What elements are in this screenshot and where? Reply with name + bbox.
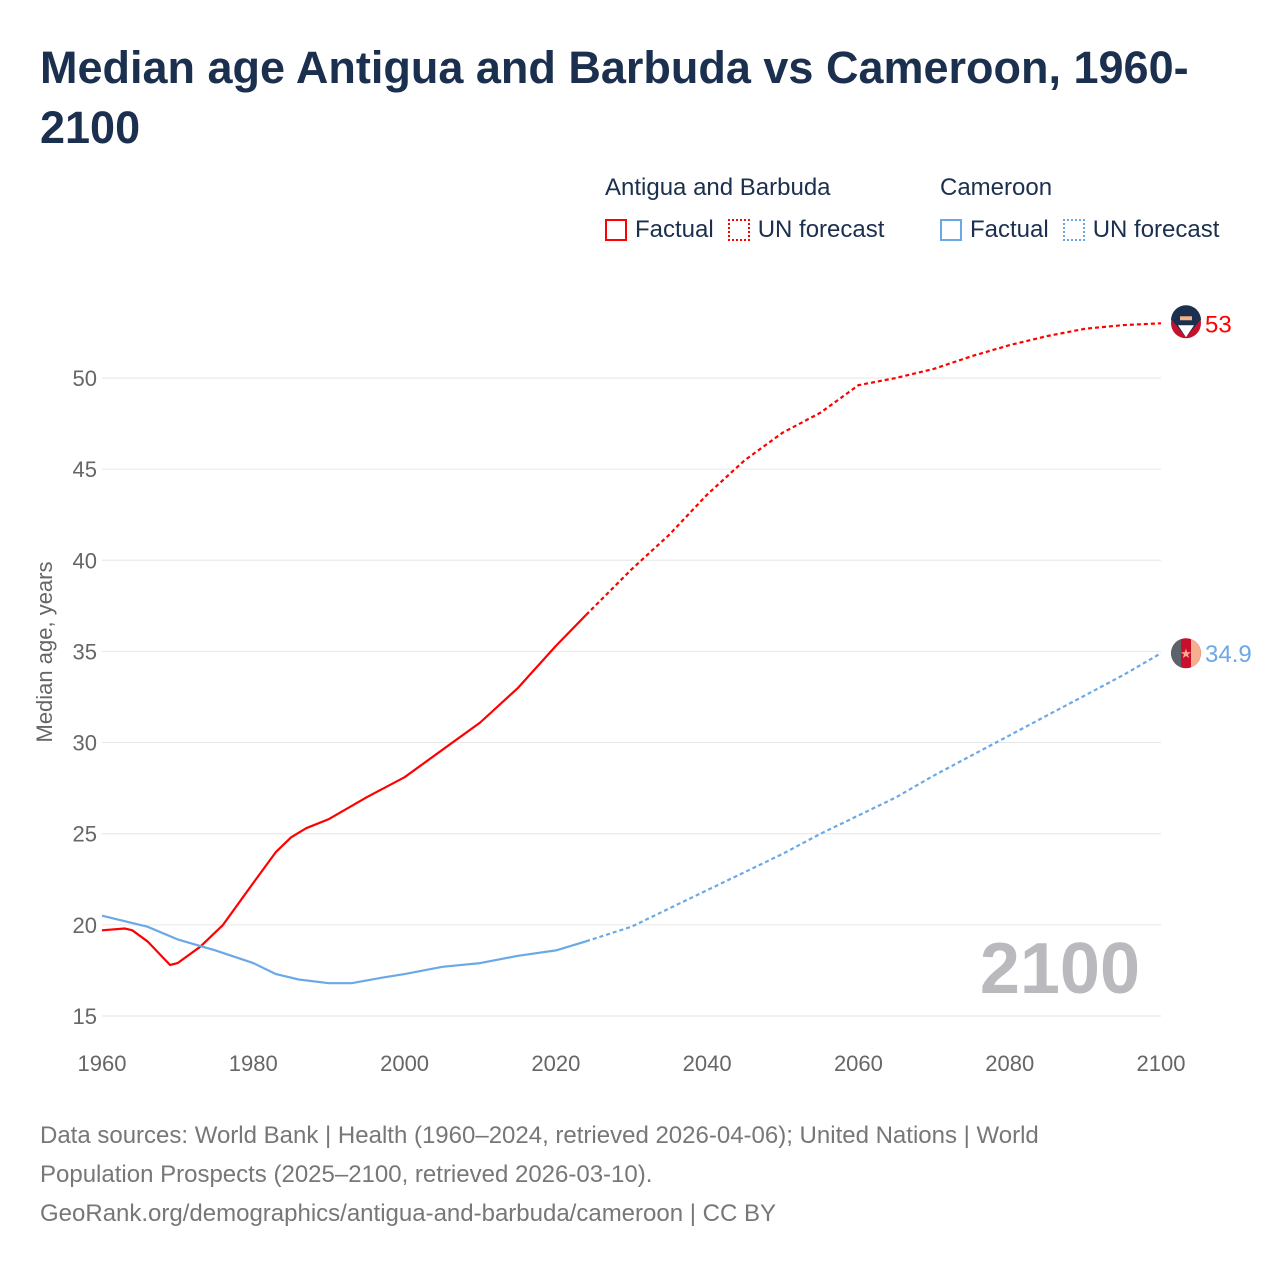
cameroon-flag-icon: ★ [1171, 638, 1201, 669]
y-tick-label: 30 [73, 731, 97, 756]
series-line-forecast-1 [585, 652, 1162, 943]
line-chart: 15 20 25 30 35 40 45 50 1960 1980 2000 2020 2040 2060… [32, 305, 1252, 1076]
solid-swatch-icon [940, 219, 962, 241]
legend-group-name: Antigua and Barbuda [605, 174, 831, 201]
legend-antigua: Antigua and Barbuda Factual UN forecast [605, 174, 898, 248]
source-link[interactable]: GeoRank.org/demographics/antigua-and-bar… [40, 1200, 776, 1227]
x-tick-label: 2080 [985, 1051, 1034, 1076]
legend-forecast[interactable]: UN forecast [1062, 216, 1220, 244]
x-tick-label: 1960 [78, 1051, 127, 1076]
flag-left [1171, 639, 1181, 668]
y-tick-label: 35 [73, 639, 97, 664]
source-line: Population Prospects (2025–2100, retriev… [40, 1161, 653, 1188]
flag-sun [1180, 316, 1192, 321]
x-tick-label: 2020 [531, 1051, 580, 1076]
legend-label: Factual [635, 216, 714, 243]
dotted-swatch-icon [1062, 219, 1085, 241]
flag-black [1171, 305, 1201, 321]
source-note: Data sources: World Bank | Health (1960–… [40, 1116, 1240, 1233]
series-line-forecast-0 [585, 322, 1162, 616]
end-value-label: 34.9 [1205, 641, 1252, 668]
chart-title: Median age Antigua and Barbuda vs Camero… [40, 42, 1189, 153]
legend-cameroon: Cameroon Factual UN forecast [940, 174, 1219, 248]
series-line-factual-0 [101, 614, 587, 967]
legend-forecast[interactable]: UN forecast [727, 216, 885, 244]
solid-swatch-icon [605, 219, 627, 241]
x-tick-label: 2000 [380, 1051, 429, 1076]
x-tick-label: 2060 [834, 1051, 883, 1076]
y-tick-label: 15 [73, 1004, 97, 1029]
y-axis-label: Median age, years [32, 562, 57, 743]
x-tick-label: 2040 [683, 1051, 732, 1076]
x-tick-label: 1980 [229, 1051, 278, 1076]
flag-star: ★ [1180, 646, 1192, 661]
legend-label: UN forecast [1092, 216, 1220, 243]
series-line-factual-1 [101, 914, 587, 985]
source-line: Data sources: World Bank | Health (1960–… [40, 1122, 1039, 1149]
flag-right [1191, 639, 1201, 668]
legend-label: Factual [970, 216, 1049, 243]
y-tick-label: 50 [73, 366, 97, 391]
dotted-swatch-icon [727, 219, 750, 241]
y-tick-label: 25 [73, 822, 97, 847]
legend-factual[interactable]: Factual [605, 216, 714, 244]
y-tick-label: 40 [73, 548, 97, 573]
antigua-flag-icon [1171, 305, 1201, 339]
y-tick-label: 45 [73, 457, 97, 482]
year-watermark: 2100 [980, 929, 1140, 1009]
y-tick-label: 20 [73, 913, 97, 938]
legend-label: UN forecast [757, 216, 885, 243]
x-tick-label: 2100 [1137, 1051, 1186, 1076]
legend-group-name: Cameroon [940, 174, 1053, 201]
flag-white [1178, 325, 1194, 338]
end-value-label: 53 [1205, 311, 1232, 338]
legend-factual[interactable]: Factual [940, 216, 1049, 244]
